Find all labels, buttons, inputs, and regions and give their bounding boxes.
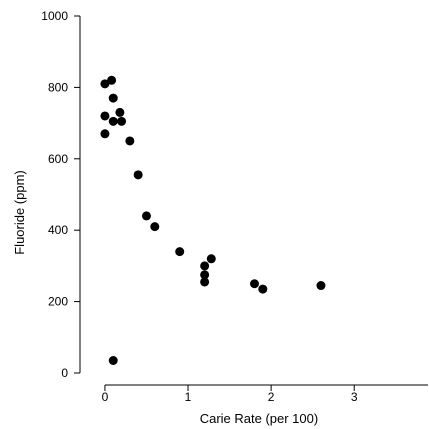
data-point <box>175 247 185 257</box>
data-point <box>108 356 118 366</box>
y-tick-label: 400 <box>48 223 68 237</box>
x-axis: 0 1 2 3 <box>102 384 428 404</box>
x-tick-label: 3 <box>351 390 358 404</box>
data-point <box>258 284 268 294</box>
y-tick-label: 0 <box>61 366 68 380</box>
data-point <box>206 254 216 264</box>
x-tick-label: 1 <box>185 390 192 404</box>
data-point <box>200 270 210 280</box>
y-tick-label: 200 <box>48 295 68 309</box>
x-tick-label: 0 <box>102 390 109 404</box>
data-point <box>316 281 326 291</box>
data-point <box>141 211 151 221</box>
data-points <box>100 75 326 366</box>
y-tick-label: 800 <box>48 80 68 94</box>
y-axis: 0 200 400 600 800 1000 <box>41 9 81 380</box>
data-point <box>200 261 210 271</box>
data-point <box>117 116 127 126</box>
data-point <box>133 170 143 180</box>
data-point <box>108 116 118 126</box>
data-point <box>100 79 110 89</box>
data-point <box>115 107 125 117</box>
y-tick-label: 1000 <box>41 9 68 23</box>
data-point <box>107 75 117 85</box>
y-tick-label: 600 <box>48 152 68 166</box>
data-point <box>108 93 118 103</box>
data-point <box>150 222 160 232</box>
data-point <box>250 279 259 289</box>
data-point <box>200 277 210 287</box>
data-point <box>100 129 110 139</box>
data-point <box>125 136 135 146</box>
y-axis-title: Fluoride (ppm) <box>12 170 27 255</box>
x-axis-title: Carie Rate (per 100) <box>200 411 319 426</box>
data-point <box>100 111 110 121</box>
x-tick-label: 2 <box>268 390 275 404</box>
